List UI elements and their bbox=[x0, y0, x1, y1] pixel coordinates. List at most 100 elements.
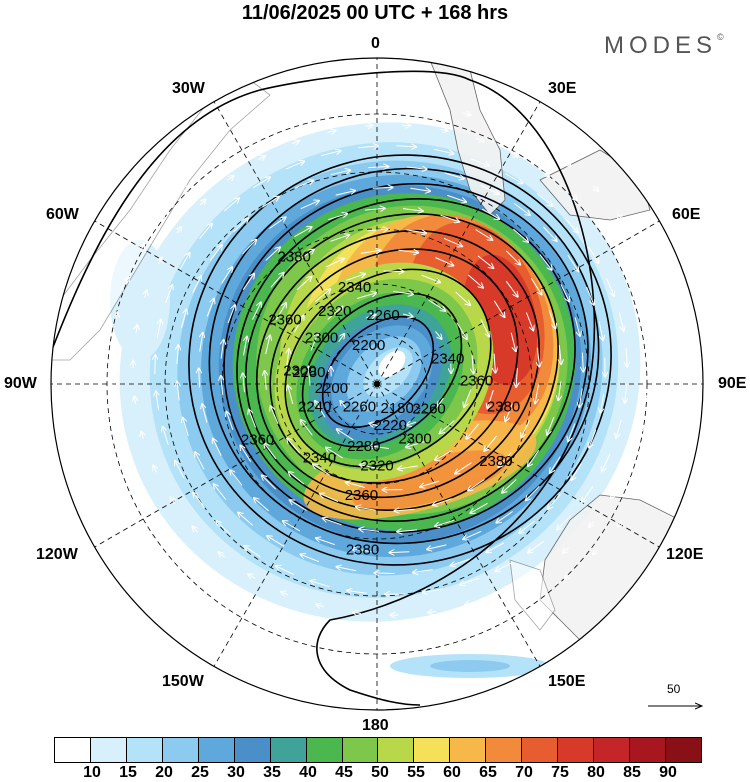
wind-vector bbox=[183, 186, 190, 192]
wind-vector bbox=[499, 613, 507, 616]
colorbar-tick-label: 70 bbox=[515, 764, 533, 781]
colorbar-tick-label: 30 bbox=[227, 764, 245, 781]
wind-vector bbox=[425, 633, 434, 634]
wind-vector bbox=[393, 292, 413, 295]
wind-vector bbox=[477, 255, 493, 268]
wind-vector bbox=[287, 438, 301, 454]
wind-vector bbox=[539, 254, 552, 270]
wind-vector bbox=[638, 243, 642, 251]
wind-vector bbox=[487, 390, 494, 408]
wind-vector bbox=[402, 209, 423, 212]
wind-vector bbox=[320, 494, 339, 503]
wind-vector bbox=[568, 423, 576, 442]
wind-vector bbox=[641, 424, 643, 432]
wind-vector bbox=[270, 273, 284, 288]
wind-vector bbox=[596, 221, 601, 228]
wind-vector bbox=[513, 228, 528, 242]
wind-vector bbox=[265, 371, 267, 390]
wind-vector bbox=[502, 479, 517, 493]
wind-vector bbox=[498, 125, 506, 128]
wind-vector bbox=[330, 235, 350, 242]
wind-vector bbox=[325, 259, 344, 268]
wind-vector bbox=[618, 520, 623, 526]
lon-label-150w: 150W bbox=[162, 673, 204, 690]
lon-label-120w: 120W bbox=[36, 546, 78, 563]
wind-vector bbox=[316, 538, 335, 546]
wind-vector bbox=[451, 558, 470, 565]
colorbar-cell bbox=[594, 738, 630, 762]
colorbar-cell bbox=[306, 738, 343, 762]
wind-vector bbox=[269, 217, 285, 229]
wind-vector bbox=[550, 456, 561, 473]
colorbar-tick-label: 85 bbox=[623, 764, 641, 781]
wind-vector bbox=[265, 247, 280, 261]
wind-vector bbox=[528, 540, 544, 553]
wind-vector bbox=[647, 389, 648, 398]
wind-vector bbox=[290, 500, 307, 511]
wind-vector bbox=[183, 418, 189, 437]
wind-vector bbox=[538, 347, 540, 367]
wind-vector bbox=[340, 401, 347, 409]
colorbar-tick-label: 50 bbox=[371, 764, 389, 781]
contour-label: 2260 bbox=[366, 307, 399, 324]
wind-vector bbox=[564, 217, 578, 233]
wind-vector bbox=[240, 446, 252, 462]
wind-vector bbox=[410, 188, 430, 191]
wind-vector bbox=[389, 552, 410, 553]
wind-vector bbox=[543, 226, 557, 241]
wind-vector bbox=[111, 348, 112, 356]
wind-vector bbox=[210, 161, 217, 166]
wind-vector bbox=[111, 384, 112, 393]
wind-vector bbox=[242, 595, 250, 599]
wind-vector bbox=[513, 202, 530, 215]
wind-vector bbox=[192, 276, 201, 294]
wind-vector bbox=[435, 257, 453, 266]
colorbar-cell bbox=[198, 738, 235, 762]
colorbar-cell bbox=[665, 738, 701, 762]
wind-vector bbox=[521, 420, 530, 437]
wind-vector bbox=[406, 229, 426, 233]
wind-vector bbox=[617, 213, 622, 220]
contour-label: 2340 bbox=[303, 450, 336, 467]
wind-vector bbox=[294, 180, 313, 189]
wind-vector bbox=[587, 246, 598, 263]
wind-vector bbox=[638, 488, 642, 496]
colorbar-cell bbox=[342, 738, 379, 762]
wind-vector bbox=[311, 113, 320, 115]
wind-vector bbox=[547, 416, 555, 435]
wind-vector bbox=[505, 250, 520, 265]
wind-vector bbox=[440, 420, 455, 434]
colorbar-tick-label: 20 bbox=[155, 764, 173, 781]
wind-vector bbox=[433, 498, 452, 506]
wind-vector bbox=[439, 129, 448, 131]
wind-vector bbox=[248, 574, 256, 578]
wind-vector bbox=[275, 125, 283, 128]
wind-vector bbox=[301, 554, 320, 563]
wind-vector bbox=[664, 420, 666, 427]
wind-vector bbox=[530, 278, 541, 294]
wind-vector bbox=[242, 274, 254, 290]
wind-vector bbox=[413, 570, 433, 573]
wind-vector bbox=[184, 549, 190, 555]
wind-vector bbox=[374, 573, 395, 574]
contour-label: 2280 bbox=[347, 438, 380, 455]
wind-vector bbox=[428, 611, 437, 612]
wind-vector bbox=[312, 625, 320, 627]
wind-vector bbox=[505, 280, 518, 297]
wind-vector bbox=[535, 384, 539, 404]
wind-vector bbox=[368, 167, 388, 168]
wind-vector bbox=[347, 591, 367, 594]
colorbar-tick-label: 60 bbox=[443, 764, 461, 781]
wind-vector bbox=[383, 271, 404, 272]
wind-vector bbox=[586, 286, 594, 305]
wind-vector bbox=[156, 319, 161, 339]
colorbar-cell bbox=[558, 738, 595, 762]
wind-vector bbox=[281, 592, 289, 595]
wind-vector bbox=[233, 218, 248, 233]
wind-vector bbox=[571, 194, 578, 200]
wind-vectors bbox=[111, 104, 670, 636]
lon-label-60e: 60E bbox=[672, 206, 701, 223]
wind-vector bbox=[369, 423, 380, 426]
wind-vector bbox=[275, 303, 286, 320]
